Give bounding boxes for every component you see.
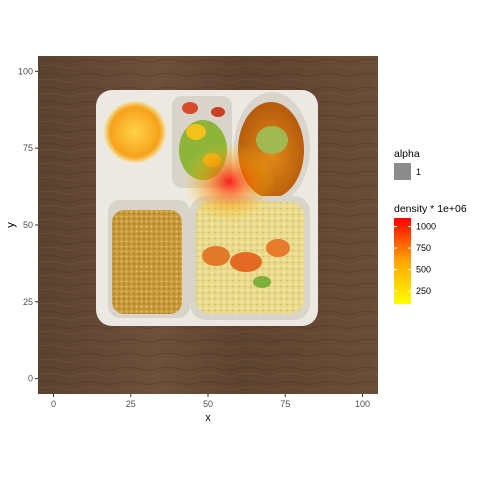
colorbar-label: 750 <box>416 243 431 253</box>
x-tick-label: 50 <box>203 399 213 409</box>
x-tick-label: 100 <box>355 399 370 409</box>
legend-alpha: alpha 1 <box>394 148 421 180</box>
y-tick-label: 0 <box>28 374 33 384</box>
x-axis-title: x <box>205 412 211 424</box>
x-tick-label: 25 <box>126 399 136 409</box>
legend-density-title: density * 1e+06 <box>394 203 467 215</box>
density-peak <box>183 141 276 222</box>
x-tick-label: 0 <box>51 399 56 409</box>
x-tick-label: 75 <box>280 399 290 409</box>
x-axis: 0 25 50 75 100 <box>51 394 370 409</box>
orange-slice <box>104 101 166 163</box>
y-tick-label: 25 <box>23 297 33 307</box>
y-axis-title: y <box>5 222 17 228</box>
y-tick-label: 75 <box>23 143 33 153</box>
y-tick-label: 50 <box>23 220 33 230</box>
legend-alpha-title: alpha <box>394 148 420 160</box>
y-axis: 0 25 50 75 100 <box>18 66 38 384</box>
breaded-cutlet <box>112 210 182 314</box>
legend-alpha-label: 1 <box>416 167 421 177</box>
colorbar-label: 500 <box>416 265 431 275</box>
y-tick-label: 100 <box>18 66 33 76</box>
colorbar-label: 250 <box>416 286 431 296</box>
legend-density-colorbar <box>394 218 411 304</box>
legend-density: density * 1e+06 1000 750 500 250 <box>394 203 467 304</box>
colorbar-label: 1000 <box>416 222 436 232</box>
background-photo <box>38 56 378 394</box>
density-overlay <box>183 141 276 222</box>
plot-panel <box>38 56 378 394</box>
legend-alpha-key <box>394 163 411 180</box>
